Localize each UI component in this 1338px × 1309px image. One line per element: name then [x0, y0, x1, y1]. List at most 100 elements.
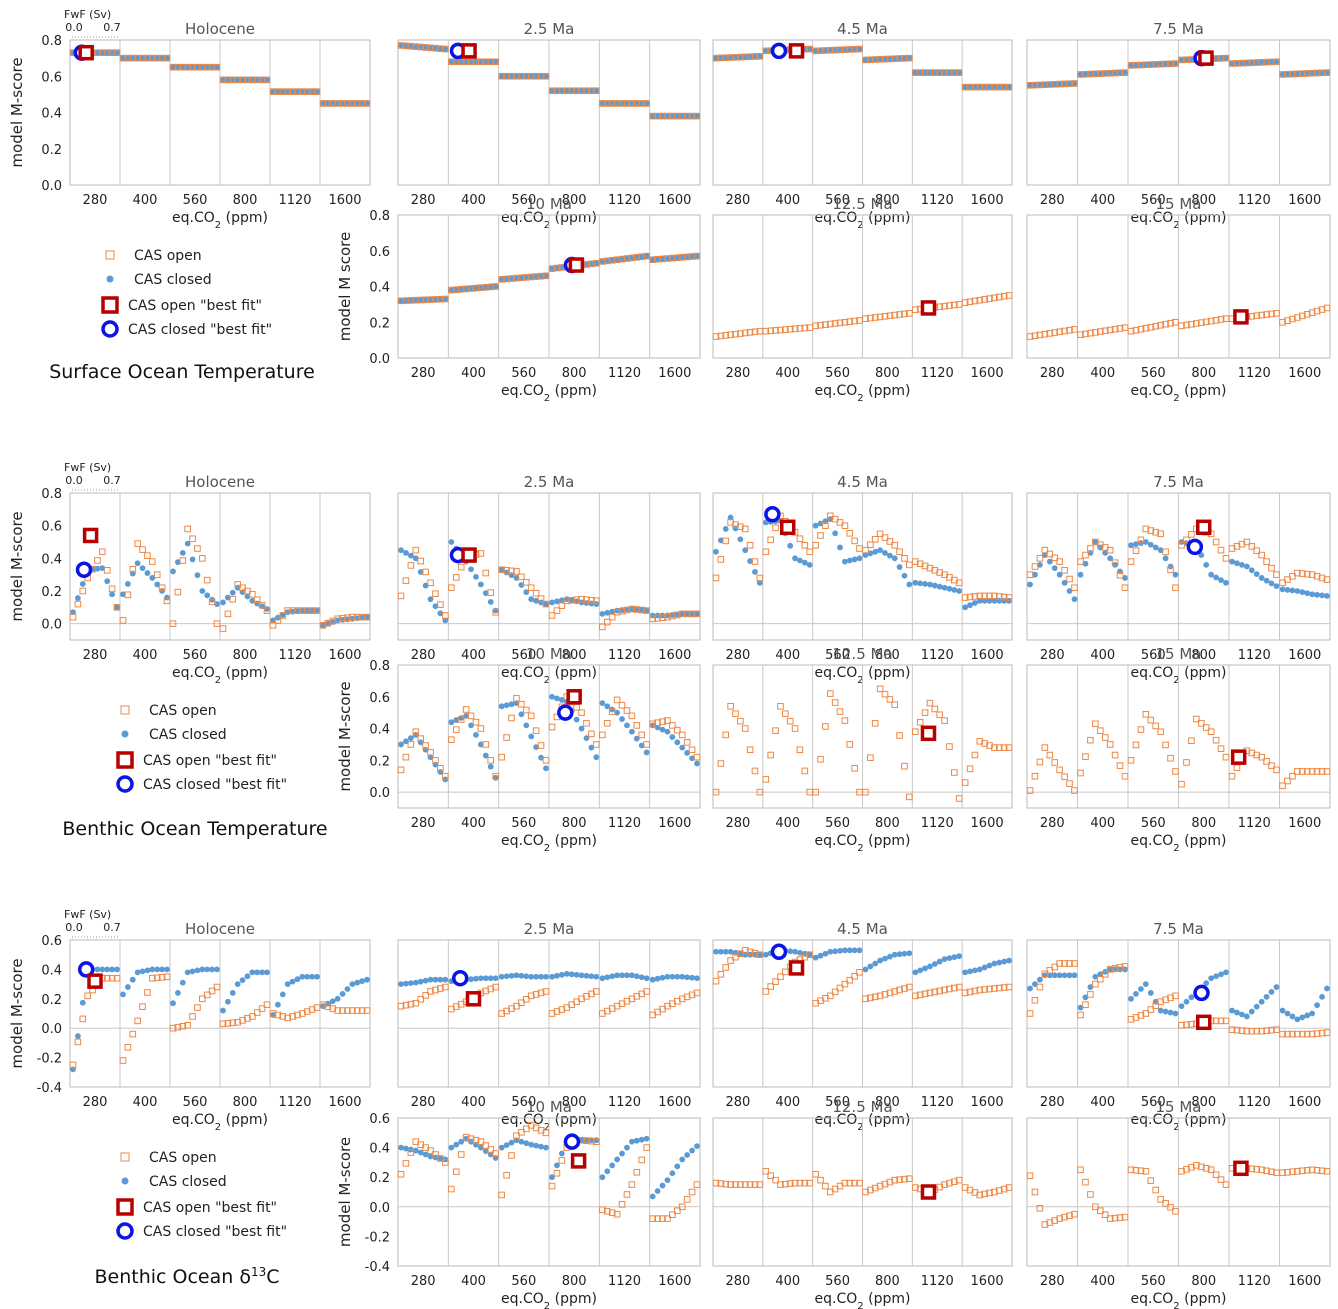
open-point: [1303, 570, 1311, 578]
open-point: [608, 1209, 616, 1217]
open-point: [1137, 726, 1145, 733]
open-point: [194, 63, 201, 71]
open-point: [593, 988, 600, 995]
x-tick-label: 1120: [1238, 1274, 1271, 1289]
x-tick-label: 280: [726, 816, 751, 831]
open-point: [649, 720, 656, 728]
open-point: [1142, 710, 1150, 718]
closed-point: [1203, 561, 1210, 568]
closed-point: [1041, 552, 1048, 558]
closed-point: [967, 602, 973, 609]
open-point: [397, 766, 405, 774]
open-point: [1077, 558, 1084, 565]
closed-point: [458, 58, 465, 65]
closed-point: [624, 100, 630, 107]
open-point: [912, 1184, 919, 1191]
closed-point: [1128, 542, 1134, 549]
open-point: [1263, 558, 1270, 565]
open-point: [727, 957, 734, 964]
y-tick-label: 0.4: [369, 281, 390, 296]
closed-point: [299, 607, 306, 614]
open-point: [746, 948, 754, 956]
open-point: [1101, 734, 1109, 741]
x-axis-label: eq.CO2 (ppm): [1131, 833, 1227, 854]
open-point: [234, 76, 241, 84]
closed-point: [473, 58, 479, 65]
open-point: [184, 1021, 191, 1029]
open-point: [522, 1125, 530, 1133]
open-point: [189, 1013, 196, 1020]
open-point: [134, 54, 141, 62]
closed-point: [1304, 70, 1311, 77]
open-point: [669, 722, 676, 729]
open-point: [1228, 545, 1236, 552]
x-axis-label: eq.CO2 (ppm): [172, 665, 268, 686]
open-point: [649, 112, 656, 120]
open-point: [916, 69, 924, 76]
open-point: [901, 762, 908, 770]
open-point: [1036, 81, 1044, 89]
closed-point: [528, 973, 535, 980]
open-point: [1041, 744, 1049, 751]
closed-point: [1218, 971, 1224, 978]
open-point: [1087, 991, 1094, 998]
open-point: [871, 1184, 879, 1192]
closed-point: [229, 990, 236, 996]
open-point: [1284, 317, 1291, 324]
x-tick-label: 800: [875, 193, 900, 208]
closed-point: [199, 966, 206, 973]
open-point: [1258, 551, 1265, 559]
closed-point: [1248, 1008, 1255, 1015]
open-point: [119, 617, 127, 624]
x-tick-label: 280: [411, 193, 436, 208]
open-point: [876, 530, 884, 538]
closed-point: [244, 593, 251, 600]
legend-open-best-label: CAS open "best fit": [128, 298, 262, 314]
open-point: [876, 56, 884, 63]
closed-point: [936, 583, 943, 590]
open-point: [976, 737, 984, 745]
closed-point: [549, 973, 555, 980]
closed-point: [922, 581, 928, 587]
closed-point: [523, 973, 530, 980]
closed-point: [1324, 985, 1330, 992]
open-point: [253, 76, 261, 84]
open-point: [896, 986, 903, 994]
closed-point: [1112, 70, 1118, 76]
closed-point: [403, 980, 409, 987]
open-point: [553, 264, 561, 272]
open-point: [673, 254, 681, 262]
open-point: [294, 1011, 301, 1019]
closed-point: [1001, 958, 1008, 965]
open-point: [722, 731, 730, 739]
x-tick-label: 1120: [1238, 648, 1271, 663]
y-tick-label: 0.2: [41, 993, 62, 1008]
x-axis-label: eq.CO2 (ppm): [172, 1112, 268, 1133]
open-point: [846, 741, 854, 748]
x-tick-label: 400: [461, 816, 486, 831]
y-tick-label: 0.0: [369, 352, 390, 367]
open-point: [737, 523, 744, 531]
closed-point: [1061, 81, 1068, 87]
open-point: [936, 987, 943, 995]
closed-point: [482, 590, 489, 597]
closed-point: [593, 754, 600, 761]
open-point: [836, 708, 844, 715]
closed-point: [523, 73, 530, 80]
closed-point: [669, 1170, 676, 1177]
open-point: [1188, 1164, 1195, 1171]
x-tick-label: 560: [1141, 1274, 1166, 1289]
open-point: [1127, 327, 1135, 335]
open-point: [1031, 332, 1039, 340]
closed-point: [1299, 1014, 1306, 1021]
closed-point: [1071, 80, 1078, 87]
open-point: [737, 950, 744, 958]
open-point: [518, 999, 525, 1007]
open-point: [1167, 994, 1174, 1002]
open-point: [129, 54, 137, 62]
open-point: [422, 44, 429, 51]
open-point: [831, 988, 839, 996]
open-point: [163, 973, 171, 981]
open-point: [153, 571, 161, 578]
closed-point: [554, 1162, 560, 1169]
